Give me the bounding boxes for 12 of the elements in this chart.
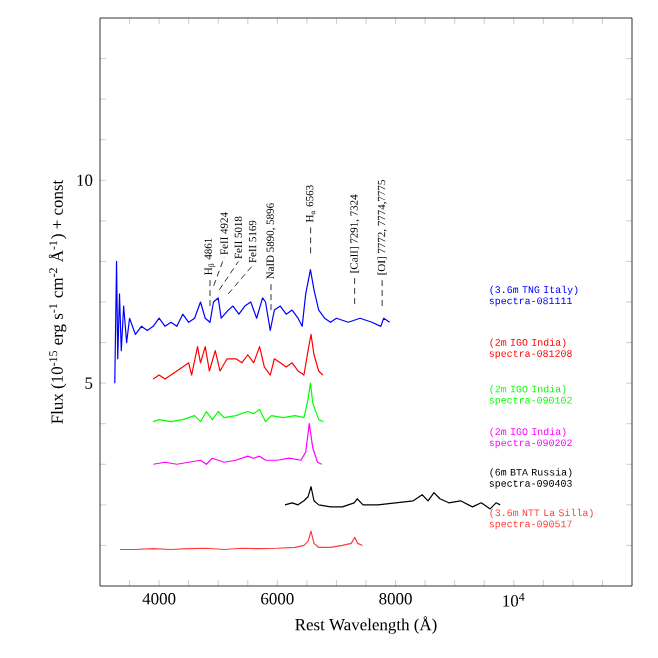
text: Flux (10$^{-15}$ erg s$^{-1}$ cm$^{-2}$ Å$^{-1}$) + const (48, 179, 67, 424)
line-series (119, 530, 364, 551)
y-tick-label: 10 (77, 174, 93, 186)
y-tick-label: 5 (85, 377, 93, 389)
x-tick-label: 8000 (379, 593, 412, 605)
x-axis-title: Rest Wavelength (Å) (295, 616, 437, 634)
line-series (152, 382, 325, 423)
x-tick-label: 6000 (261, 593, 294, 605)
line-series (152, 423, 323, 465)
line-series (152, 333, 324, 380)
x-tick-label: 10$^{4}$ (503, 593, 525, 607)
x-tick-label: 4000 (142, 593, 176, 605)
